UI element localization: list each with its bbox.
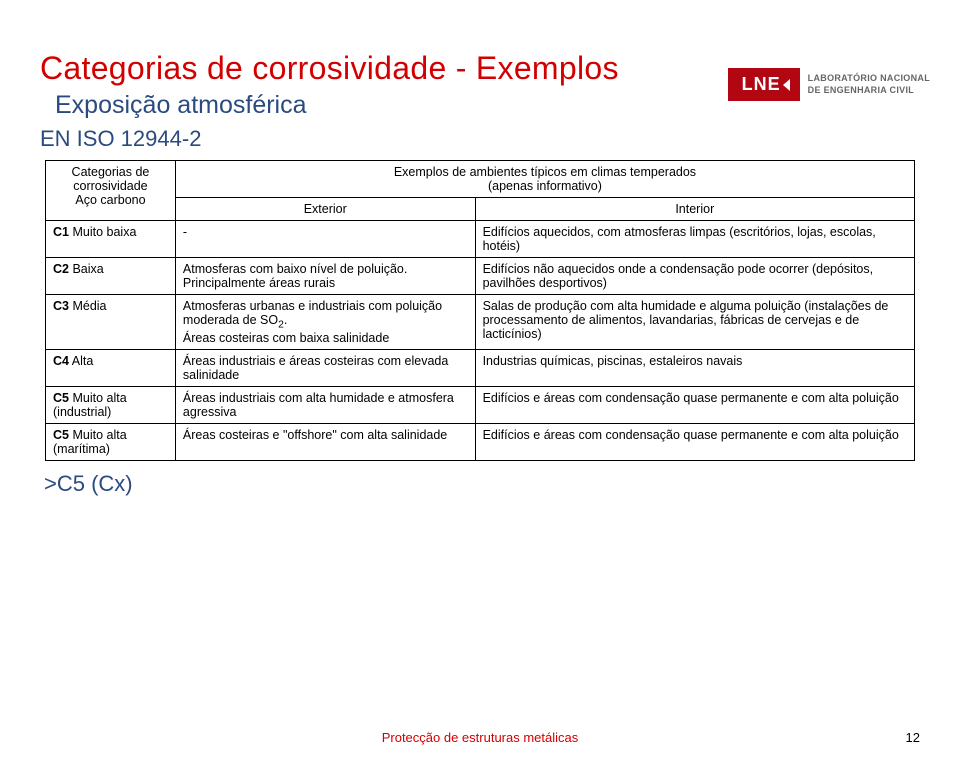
int-cell: Edifícios e áreas com condensação quase … bbox=[475, 423, 914, 460]
table-header-row: Categorias de corrosividade Aço carbono … bbox=[46, 161, 915, 198]
lab-line2: DE ENGENHARIA CIVIL bbox=[808, 85, 930, 96]
cat-cell: C4 Alta bbox=[46, 349, 176, 386]
int-cell: Edifícios aquecidos, com atmosferas limp… bbox=[475, 221, 914, 258]
int-cell: Salas de produção com alta humidade e al… bbox=[475, 295, 914, 350]
lab-line1: LABORATÓRIO NACIONAL bbox=[808, 73, 930, 84]
ext-cell: - bbox=[175, 221, 475, 258]
table-row: C5 Muito alta(marítima) Áreas costeiras … bbox=[46, 423, 915, 460]
ext-cell: Áreas costeiras e "offshore" com alta sa… bbox=[175, 423, 475, 460]
brand-logo: LNE bbox=[728, 68, 800, 101]
page-number: 12 bbox=[906, 730, 920, 745]
caret-icon bbox=[783, 79, 790, 91]
table-row: C4 Alta Áreas industriais e áreas costei… bbox=[46, 349, 915, 386]
table-row: C2 Baixa Atmosferas com baixo nível de p… bbox=[46, 258, 915, 295]
brand-lab-text: LABORATÓRIO NACIONAL DE ENGENHARIA CIVIL bbox=[808, 73, 930, 96]
ext-cell: Atmosferas com baixo nível de poluição. … bbox=[175, 258, 475, 295]
table-row: C3 Média Atmosferas urbanas e industriai… bbox=[46, 295, 915, 350]
footer-text: Protecção de estruturas metálicas bbox=[0, 730, 960, 745]
cat-cell: C1 Muito baixa bbox=[46, 221, 176, 258]
table-header-row2: Exterior Interior bbox=[46, 198, 915, 221]
hdr-exterior: Exterior bbox=[175, 198, 475, 221]
int-cell: Edifícios e áreas com condensação quase … bbox=[475, 386, 914, 423]
corrosivity-table: Categorias de corrosividade Aço carbono … bbox=[45, 160, 915, 461]
ext-cell: Atmosferas urbanas e industriais com pol… bbox=[175, 295, 475, 350]
hdr-interior: Interior bbox=[475, 198, 914, 221]
hdr-category: Categorias de corrosividade Aço carbono bbox=[46, 161, 176, 221]
brand-header: LNE LABORATÓRIO NACIONAL DE ENGENHARIA C… bbox=[728, 68, 930, 101]
hdr-examples: Exemplos de ambientes típicos em climas … bbox=[175, 161, 914, 198]
int-cell: Industrias químicas, piscinas, estaleiro… bbox=[475, 349, 914, 386]
cat-cell: C2 Baixa bbox=[46, 258, 176, 295]
table-row: C1 Muito baixa - Edifícios aquecidos, co… bbox=[46, 221, 915, 258]
int-cell: Edifícios não aquecidos onde a condensaç… bbox=[475, 258, 914, 295]
cx-note: >C5 (Cx) bbox=[44, 471, 960, 497]
cat-cell: C5 Muito alta(industrial) bbox=[46, 386, 176, 423]
iso-ref: EN ISO 12944-2 bbox=[40, 126, 960, 152]
table-row: C5 Muito alta(industrial) Áreas industri… bbox=[46, 386, 915, 423]
brand-logo-text: LNE bbox=[742, 74, 781, 95]
cat-cell: C3 Média bbox=[46, 295, 176, 350]
ext-cell: Áreas industriais e áreas costeiras com … bbox=[175, 349, 475, 386]
cat-cell: C5 Muito alta(marítima) bbox=[46, 423, 176, 460]
ext-cell: Áreas industriais com alta humidade e at… bbox=[175, 386, 475, 423]
